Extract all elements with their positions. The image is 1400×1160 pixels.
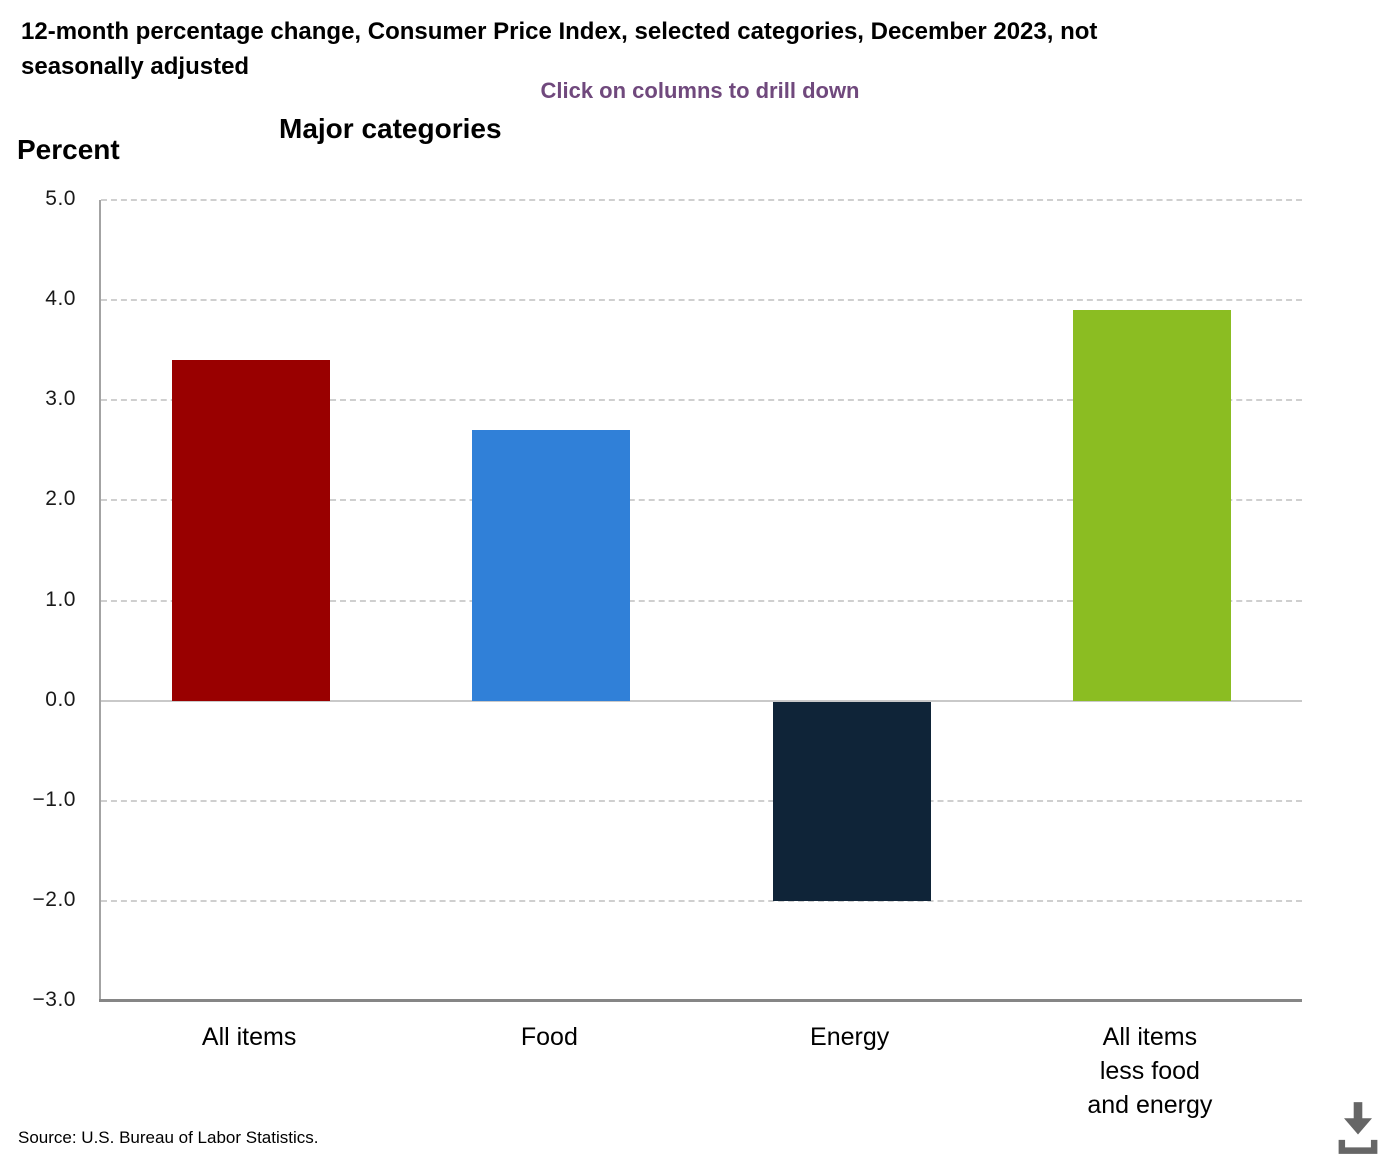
bar-food[interactable] <box>472 430 631 701</box>
bar-energy[interactable] <box>772 701 931 901</box>
gridline <box>101 799 1302 802</box>
y-tick-label: 1.0 <box>45 587 76 611</box>
gridline <box>101 399 1302 402</box>
zero-gridline <box>101 699 1302 702</box>
bar-all-items[interactable] <box>172 360 331 701</box>
download-tray <box>1338 1139 1378 1154</box>
y-tick-label: 3.0 <box>45 387 76 411</box>
gridline <box>101 599 1302 602</box>
plot-area <box>99 199 1302 1001</box>
y-tick-label: 5.0 <box>45 187 76 210</box>
gridline <box>101 899 1302 902</box>
bar-all-items-less-food-and-energy[interactable] <box>1072 310 1231 701</box>
y-tick-label: −2.0 <box>32 887 76 911</box>
page-title: 12-month percentage change, Consumer Pri… <box>21 18 1098 80</box>
y-tick-label: −3.0 <box>32 988 76 1011</box>
gridline <box>101 299 1302 302</box>
y-tick-label: −1.0 <box>32 787 76 811</box>
source-note: Source: U.S. Bureau of Labor Statistics. <box>18 1128 319 1147</box>
y-tick-label: 0.0 <box>45 687 76 711</box>
x-category-label: Energy <box>810 1023 890 1051</box>
y-axis-title: Percent <box>17 134 120 165</box>
download-icon[interactable] <box>1332 1100 1384 1156</box>
download-arrow-head <box>1344 1118 1372 1135</box>
download-arrow-shaft <box>1353 1102 1363 1120</box>
gridline <box>101 499 1302 502</box>
x-category-label: All items <box>201 1023 297 1051</box>
drilldown-hint: Click on columns to drill down <box>540 78 860 103</box>
x-category-label: Food <box>520 1023 578 1051</box>
chart-heading: Major categories <box>279 113 502 144</box>
x-axis-line <box>99 999 1302 1002</box>
x-category-label: All items less food and energy <box>1087 1023 1213 1119</box>
y-tick-label: 2.0 <box>45 487 76 511</box>
gridline <box>101 199 1302 201</box>
y-tick-label: 4.0 <box>45 287 76 311</box>
